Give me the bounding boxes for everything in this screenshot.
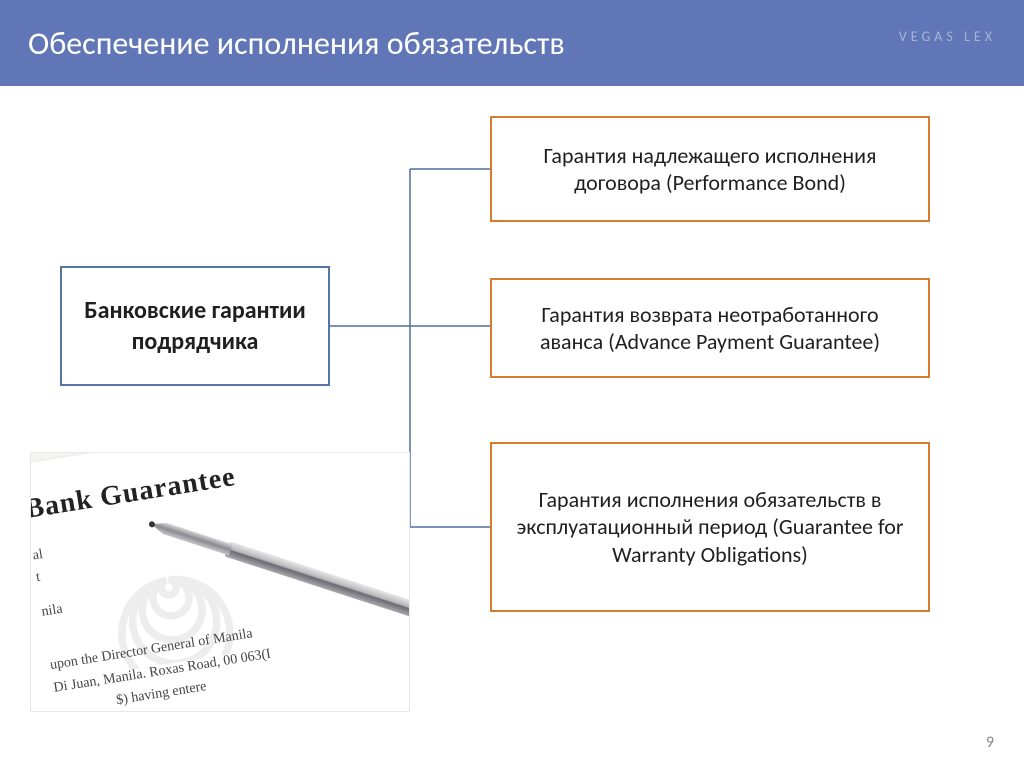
diagram-target-label: Гарантия исполнения обязательств в экспл… xyxy=(508,486,912,569)
diagram-target-label: Гарантия возврата неотработанного аванса… xyxy=(508,301,912,356)
diagram-target-box: Гарантия исполнения обязательств в экспл… xyxy=(490,442,930,612)
slide-content: Банковские гарантии подрядчика Гарантия … xyxy=(0,86,1024,768)
diagram-source-label: Банковские гарантии подрядчика xyxy=(72,295,318,357)
slide-title: Обеспечение исполнения обязательств xyxy=(28,24,565,63)
slide-header: Обеспечение исполнения обязательств VEGA… xyxy=(0,0,1024,86)
diagram-target-label: Гарантия надлежащего исполнения договора… xyxy=(508,142,912,197)
diagram-source-box: Банковские гарантии подрядчика xyxy=(60,266,330,386)
page-number: 9 xyxy=(986,733,994,752)
diagram-target-box: Гарантия надлежащего исполнения договора… xyxy=(490,116,930,222)
bank-guarantee-illustration: Bank Guarantee al t nila upon the Direct… xyxy=(30,452,410,712)
brand-logo: VEGAS LEX xyxy=(899,28,996,45)
diagram-target-box: Гарантия возврата неотработанного аванса… xyxy=(490,278,930,378)
